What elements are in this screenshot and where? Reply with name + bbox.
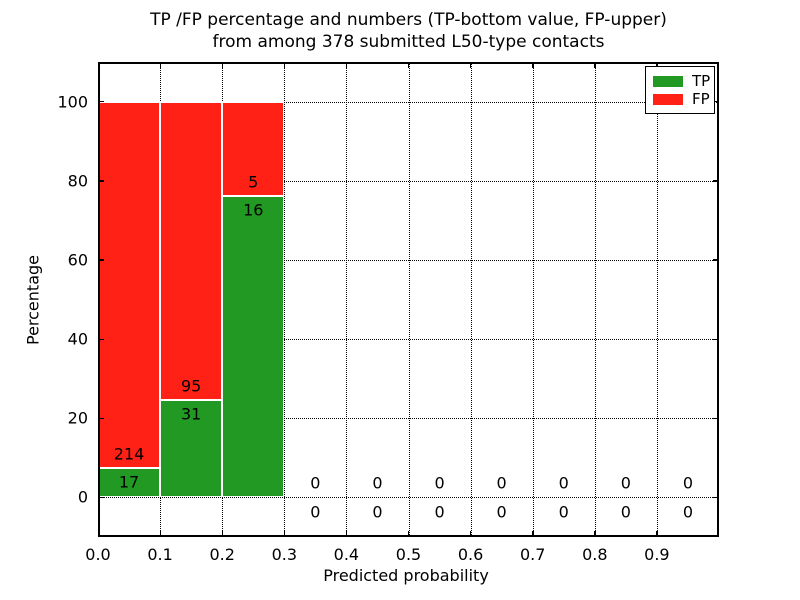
fp-color-swatch [653, 94, 683, 106]
x-gridline [408, 62, 410, 537]
x-tick-top [656, 63, 658, 68]
x-tick-label: 0.7 [519, 545, 546, 564]
x-tick-bottom [221, 531, 224, 536]
y-tick-right [713, 496, 718, 499]
chart-title-line2: from among 378 submitted L50-type contac… [212, 32, 605, 52]
x-tick-top [408, 63, 410, 68]
chart-title-line1: TP /FP percentage and numbers (TP-bottom… [150, 10, 667, 30]
tp-count-label: 16 [243, 200, 264, 220]
x-tick-top [97, 63, 99, 68]
tp-bar [222, 195, 285, 498]
x-tick-label: 0.9 [644, 545, 670, 564]
fp-count-label: 5 [248, 172, 259, 192]
tp-color-swatch [653, 75, 683, 87]
fp-count-label: 95 [180, 376, 202, 396]
y-tick-left [99, 180, 104, 182]
chart-title: TP /FP percentage and numbers (TP-bottom… [98, 9, 719, 53]
fp-bar [98, 101, 161, 469]
tp-count-label: 0 [434, 502, 445, 522]
x-gridline [656, 62, 658, 537]
x-tick-top [221, 63, 224, 68]
tp-count-label: 0 [620, 502, 631, 522]
x-tick-bottom [408, 531, 410, 536]
x-tick-label: 0.3 [271, 545, 298, 564]
x-tick-top [594, 63, 596, 68]
x-tick-bottom [470, 531, 472, 536]
x-tick-bottom [594, 531, 596, 536]
y-tick-label: 60 [67, 250, 88, 270]
x-tick-label: 0.8 [582, 545, 608, 564]
x-tick-label: 0.1 [147, 545, 173, 564]
y-tick-label: 0 [77, 487, 88, 507]
x-gridline [346, 62, 348, 537]
fp-count-label: 0 [558, 473, 569, 493]
y-tick-left [99, 496, 104, 499]
x-gridline [470, 62, 472, 537]
y-tick-left [99, 417, 104, 420]
x-gridline [284, 62, 286, 537]
x-tick-top [159, 63, 161, 68]
x-tick-label: 0.0 [85, 545, 111, 564]
x-tick-bottom [97, 531, 99, 536]
fp-count-label: 214 [113, 444, 145, 464]
x-tick-bottom [532, 531, 534, 536]
tp-count-label: 0 [496, 502, 507, 522]
y-tick-right [713, 259, 718, 261]
fp-count-label: 0 [310, 473, 321, 493]
tp-count-label: 31 [180, 404, 202, 424]
x-gridline [594, 62, 596, 537]
legend-label-fp: FP [692, 90, 710, 109]
fp-count-label: 0 [496, 473, 507, 493]
tp-count-label: 0 [682, 502, 694, 522]
fp-count-label: 0 [372, 473, 383, 493]
x-tick-top [470, 63, 472, 68]
legend: TP FP [645, 66, 715, 114]
y-tick-left [99, 101, 104, 103]
y-tick-label: 80 [67, 171, 88, 191]
x-tick-label: 0.6 [457, 545, 484, 564]
y-tick-left [99, 259, 104, 261]
legend-label-tp: TP [692, 71, 711, 90]
y-tick-label: 40 [67, 329, 88, 349]
y-tick-left [99, 338, 104, 340]
fp-count-label: 0 [434, 473, 445, 493]
legend-item-tp: TP [653, 71, 711, 91]
tp-count-label: 0 [372, 502, 383, 522]
fp-bar [160, 101, 223, 401]
y-tick-right [713, 417, 718, 420]
fp-count-label: 0 [620, 473, 631, 493]
fp-count-label: 0 [682, 473, 694, 493]
y-tick-label: 20 [67, 408, 88, 428]
x-tick-bottom [656, 531, 658, 536]
x-tick-bottom [345, 531, 348, 536]
y-tick-right [713, 101, 718, 103]
tp-bar [98, 468, 161, 498]
x-gridline [532, 62, 534, 537]
x-tick-bottom [283, 531, 286, 536]
fp-bar [222, 101, 285, 196]
y-tick-right [713, 338, 718, 340]
x-tick-top [283, 63, 286, 68]
x-tick-label: 0.4 [333, 545, 360, 564]
y-tick-label: 100 [57, 92, 88, 112]
x-tick-label: 0.2 [209, 545, 235, 564]
x-tick-top [532, 63, 534, 68]
tp-count-label: 17 [118, 472, 140, 492]
x-tick-top [345, 63, 348, 68]
x-tick-label: 0.5 [395, 545, 422, 564]
tp-bar [160, 400, 223, 498]
x-tick-bottom [159, 531, 161, 536]
x-axis-label: Predicted probability [323, 566, 489, 585]
legend-item-fp: FP [653, 90, 710, 110]
y-tick-right [713, 180, 718, 182]
tp-count-label: 0 [558, 502, 569, 522]
tp-count-label: 0 [310, 502, 321, 522]
